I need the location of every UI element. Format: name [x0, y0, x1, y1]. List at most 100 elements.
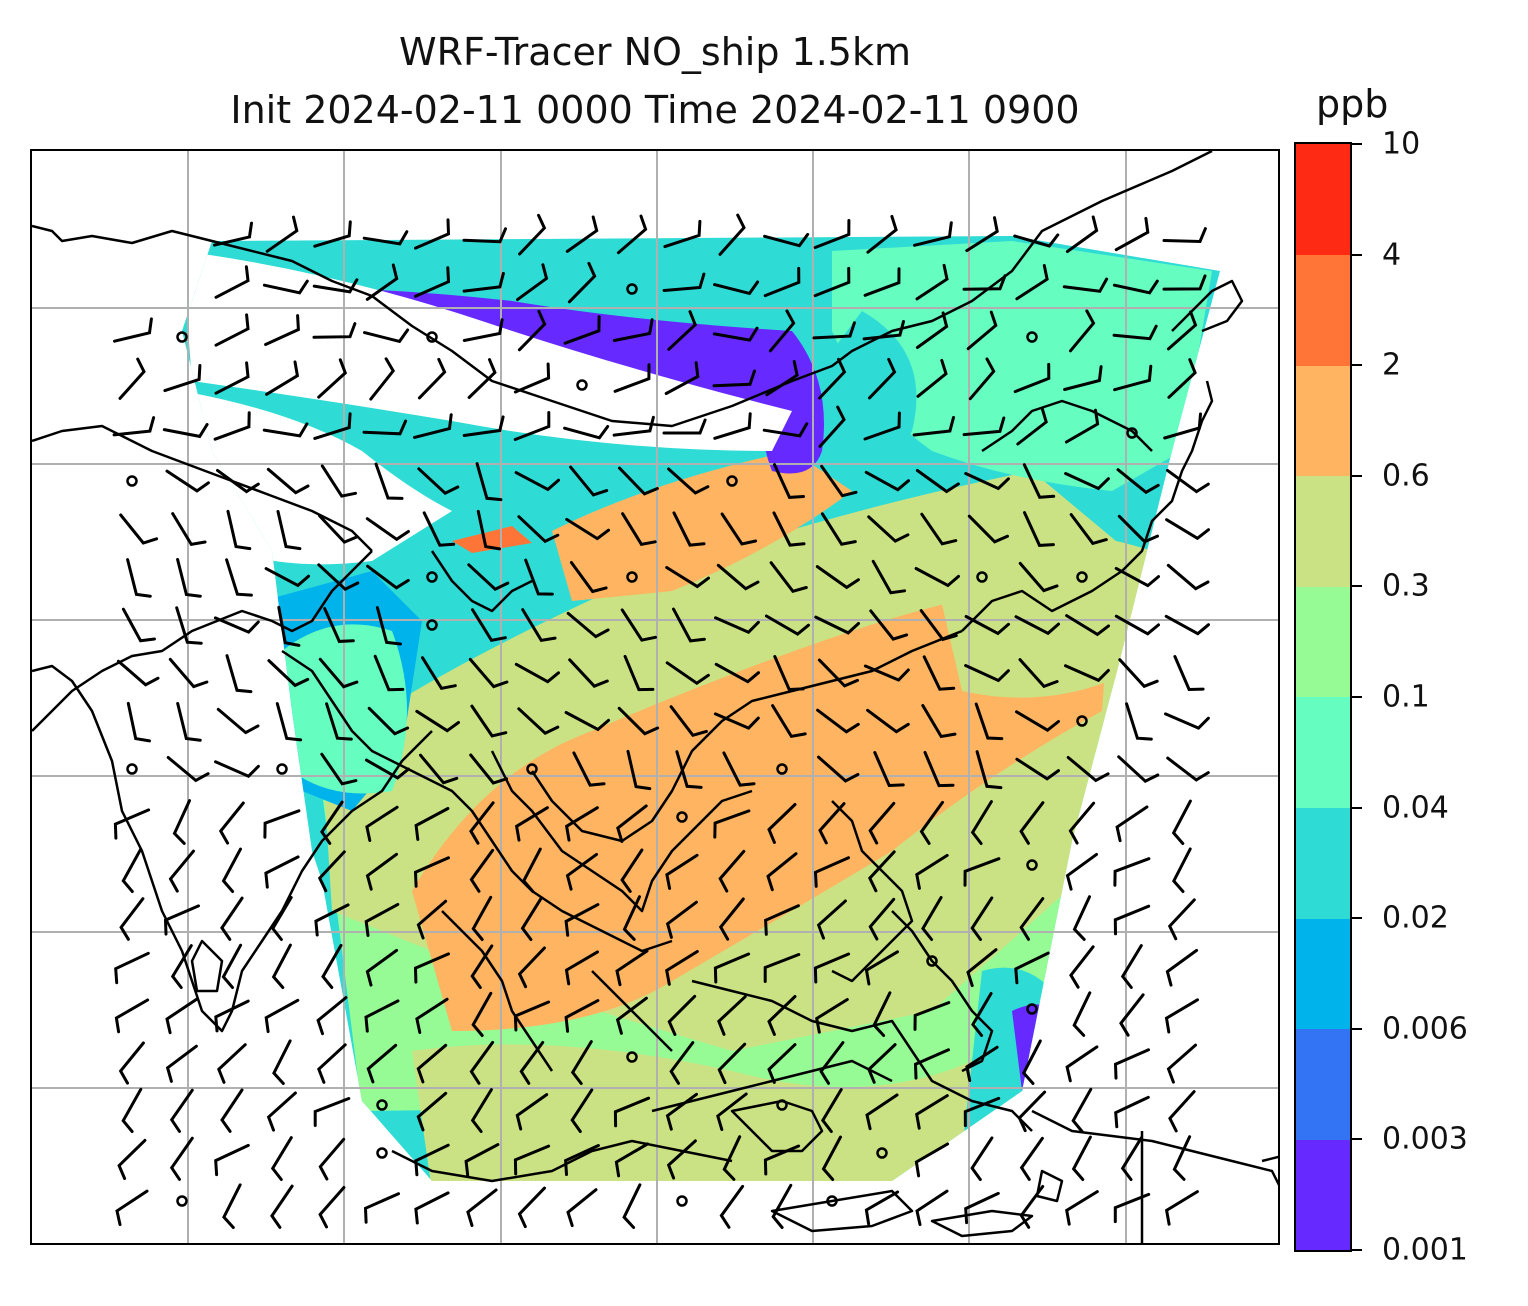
wind-barb	[665, 853, 699, 890]
wind-barb	[1164, 712, 1210, 730]
wind-barb	[466, 1188, 498, 1227]
wind-barb	[1018, 561, 1059, 593]
wind-barb	[564, 1144, 600, 1176]
wind-barb	[862, 320, 905, 341]
wind-barb	[263, 809, 301, 839]
wind-barb	[414, 1191, 450, 1225]
wind-barb	[815, 998, 849, 1034]
wind-barb	[1114, 614, 1160, 636]
wind-barb	[1113, 857, 1151, 887]
wind-barb	[1069, 309, 1096, 353]
wind-barb	[416, 1091, 448, 1132]
wind-barb	[615, 996, 648, 1035]
wind-barb	[471, 991, 493, 1037]
wind-barb	[220, 896, 244, 941]
wind-barb	[1016, 407, 1048, 446]
wind-barb	[213, 411, 251, 441]
wind-barb	[470, 704, 508, 738]
colorbar-tick	[1352, 585, 1362, 588]
calm-wind-marker	[126, 763, 138, 775]
wind-barb	[514, 471, 560, 492]
wind-barb	[470, 1088, 493, 1133]
wind-barb	[1120, 1136, 1143, 1181]
calm-wind-marker	[426, 571, 438, 583]
wind-barb	[1117, 514, 1159, 544]
wind-barb	[820, 512, 857, 546]
wind-barb	[712, 326, 759, 342]
wind-barb	[267, 659, 310, 688]
wind-barb	[564, 711, 610, 732]
wind-barb	[916, 358, 948, 398]
wind-barb	[1162, 227, 1207, 244]
wind-barb	[662, 418, 707, 435]
wind-barb	[722, 751, 756, 787]
wind-barb	[214, 313, 250, 347]
wind-barb	[712, 369, 756, 388]
wind-barb	[975, 750, 1003, 790]
wind-barb	[717, 995, 747, 1036]
colorbar-tick-label: 4	[1382, 237, 1402, 273]
wind-barb	[662, 272, 706, 292]
wind-barb	[967, 514, 1009, 544]
wind-barb	[320, 800, 344, 845]
wind-barb	[413, 413, 453, 439]
wind-barb	[419, 753, 459, 785]
coastline	[281, 649, 673, 953]
wind-barb	[716, 563, 760, 591]
wind-barb	[320, 464, 357, 498]
wind-barb	[1167, 358, 1197, 399]
wind-barb	[766, 852, 798, 892]
wind-barb	[366, 564, 410, 590]
wind-barb	[965, 1045, 999, 1082]
wind-barb	[365, 517, 410, 542]
wind-barb	[913, 1048, 950, 1080]
wind-barb	[872, 991, 892, 1037]
wind-barb	[1113, 1192, 1151, 1224]
wind-barb	[569, 465, 609, 497]
wind-barb	[114, 951, 150, 985]
wind-barb	[165, 997, 199, 1035]
wind-barb	[176, 702, 202, 742]
wind-barb	[1167, 310, 1198, 351]
coastline	[430, 550, 533, 613]
coastline	[651, 1059, 893, 1113]
coastline	[32, 151, 1213, 428]
wind-barb	[817, 755, 860, 783]
wind-barb	[414, 1143, 450, 1177]
coastlines	[32, 151, 1278, 1243]
wind-barb	[312, 322, 357, 339]
wind-barb	[620, 608, 657, 642]
wind-barb	[373, 654, 405, 692]
wind-barb	[1064, 664, 1110, 683]
wind-barb	[718, 213, 746, 256]
wind-barb	[868, 357, 897, 400]
wind-barb	[316, 996, 348, 1036]
wind-barb	[713, 712, 760, 730]
wind-barb	[416, 1043, 448, 1084]
wind-barb	[765, 360, 799, 397]
wind-barb	[773, 655, 805, 692]
wind-barb	[1116, 468, 1160, 495]
wind-barb	[114, 998, 150, 1034]
wind-barb	[1019, 801, 1045, 845]
wind-barb	[867, 515, 910, 543]
wind-barb	[871, 559, 907, 595]
wind-barb	[222, 1183, 242, 1229]
wind-barb	[163, 904, 200, 936]
wind-barb	[1113, 1048, 1150, 1080]
wind-barb	[313, 220, 352, 248]
wind-barb	[923, 750, 955, 788]
wind-barb	[1113, 364, 1153, 392]
wind-barb	[1166, 756, 1210, 782]
wind-barb	[469, 801, 495, 845]
map-panel[interactable]	[30, 149, 1280, 1245]
wind-barb	[1112, 324, 1158, 341]
wind-barb	[964, 664, 1010, 683]
wind-barb	[914, 1142, 950, 1178]
wind-barb	[414, 218, 451, 250]
wind-barb	[618, 466, 659, 496]
wind-barb	[869, 609, 909, 641]
wind-barb	[112, 416, 156, 437]
wind-barb	[974, 702, 1004, 741]
wind-barb	[767, 803, 797, 844]
